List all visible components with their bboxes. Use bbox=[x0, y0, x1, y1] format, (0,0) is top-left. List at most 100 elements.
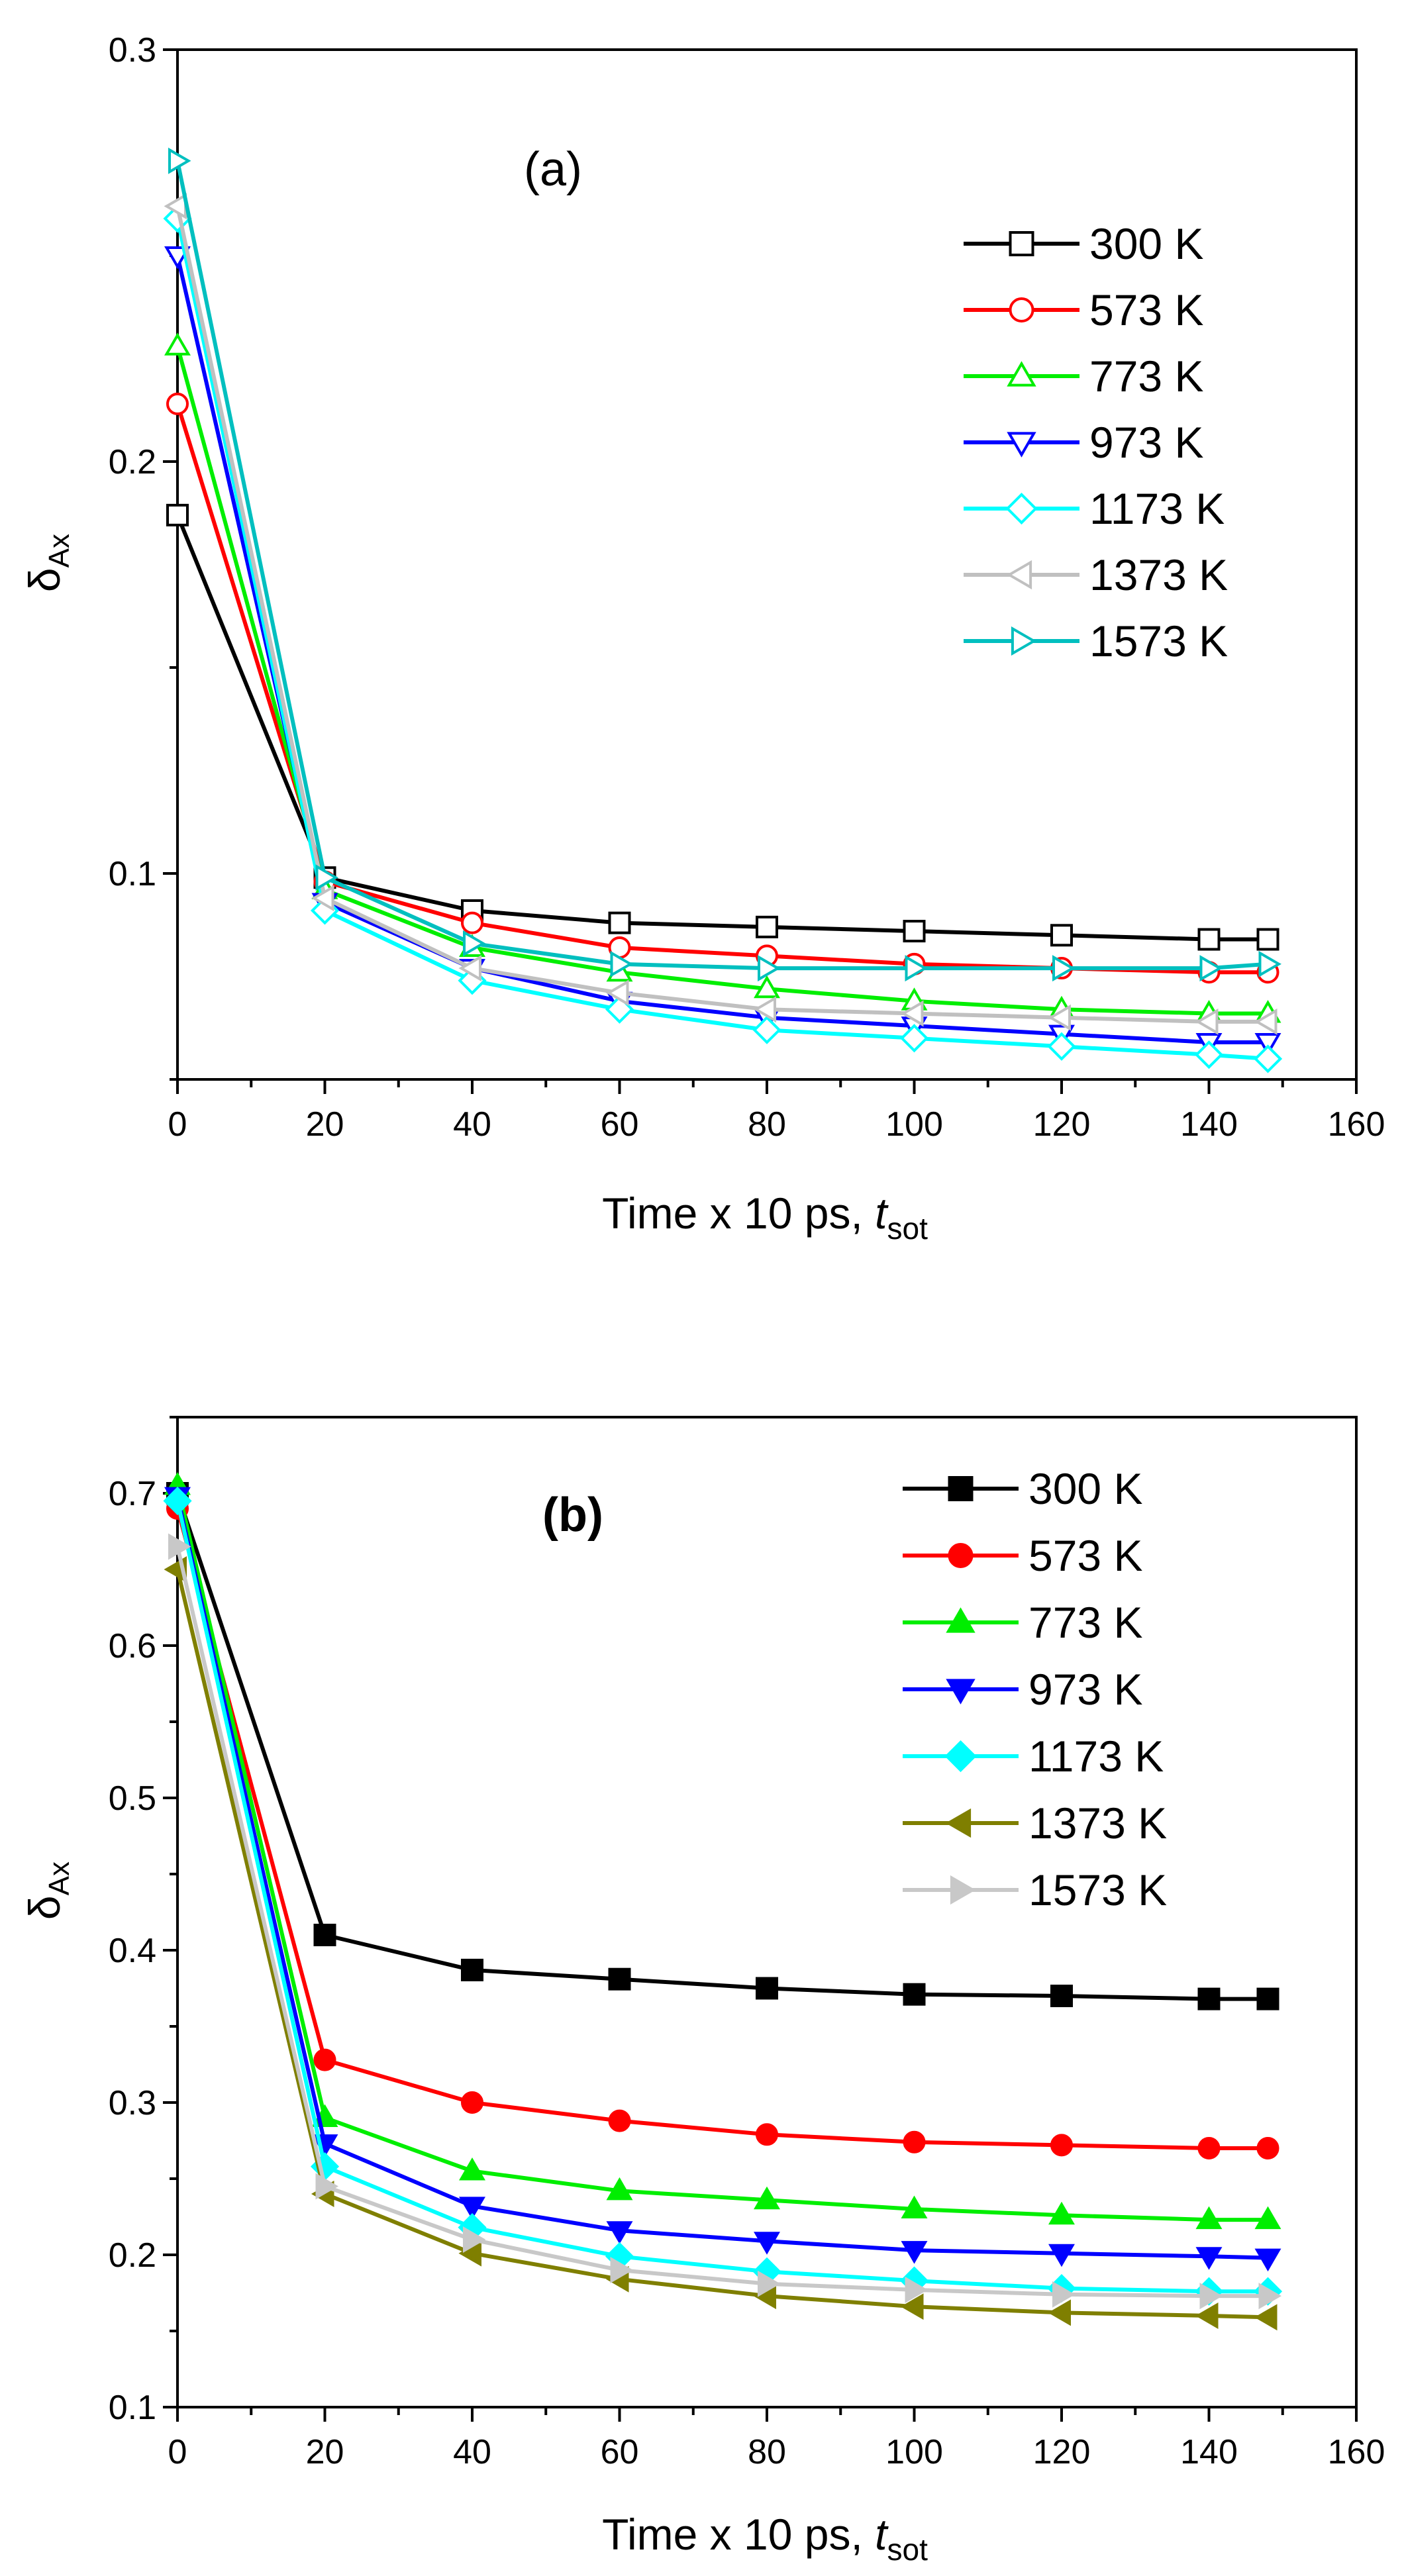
x-tick-label: 40 bbox=[453, 1105, 491, 1144]
data-point bbox=[608, 911, 631, 934]
data-point bbox=[1254, 2248, 1281, 2272]
legend-marker bbox=[1007, 432, 1036, 458]
data-point bbox=[166, 392, 189, 415]
data-point bbox=[166, 503, 189, 526]
y-axis-title: δAx bbox=[20, 1861, 75, 1920]
legend-label: 973 K bbox=[1089, 418, 1203, 467]
x-tick-label: 60 bbox=[601, 2433, 639, 2471]
legend-marker bbox=[1009, 297, 1034, 322]
data-point bbox=[1052, 955, 1076, 982]
series-773-k bbox=[164, 1472, 1281, 2230]
legend-marker bbox=[1009, 231, 1034, 256]
y-tick-label: 0.6 bbox=[109, 1627, 156, 1665]
data-point bbox=[758, 2270, 781, 2297]
data-point bbox=[754, 975, 780, 999]
data-point bbox=[610, 2257, 633, 2283]
y-tick-label: 0.4 bbox=[109, 1932, 156, 1970]
data-point bbox=[463, 930, 486, 957]
x-axis-title: Time x 10 ps, tsot bbox=[602, 2510, 928, 2567]
legend-label: 300 K bbox=[1089, 219, 1203, 268]
data-point bbox=[458, 955, 481, 982]
data-point bbox=[1199, 955, 1223, 982]
data-point bbox=[1195, 2303, 1219, 2329]
data-point bbox=[1197, 2137, 1221, 2159]
data-point bbox=[901, 1000, 924, 1027]
data-point bbox=[1052, 2281, 1076, 2308]
series-1373-k bbox=[164, 193, 1278, 1035]
data-point bbox=[1050, 2134, 1073, 2157]
x-tick-label: 60 bbox=[601, 1105, 639, 1144]
legend-label: 1573 K bbox=[1028, 1865, 1167, 1914]
data-point bbox=[313, 2048, 336, 2071]
legend-b: 300 K 573 K 773 K 973 K 1173 K 1373 K 1573 K bbox=[903, 1464, 1167, 1914]
data-point bbox=[164, 332, 191, 356]
data-point bbox=[903, 2130, 926, 2154]
legend-marker bbox=[948, 1476, 974, 1501]
data-point bbox=[752, 1015, 781, 1044]
x-tick-label: 40 bbox=[453, 2433, 491, 2471]
x-tick-label: 120 bbox=[1033, 1105, 1091, 1144]
data-point bbox=[168, 147, 191, 174]
data-point bbox=[901, 2241, 928, 2264]
data-point bbox=[1195, 2206, 1223, 2230]
data-point bbox=[1050, 924, 1073, 947]
series-1573-k bbox=[168, 1533, 1281, 2310]
y-tick-label: 0.3 bbox=[109, 2084, 156, 2122]
data-point bbox=[606, 2177, 633, 2201]
data-point bbox=[315, 2173, 338, 2200]
x-tick-label: 140 bbox=[1180, 1105, 1238, 1144]
y-tick-label: 0.7 bbox=[109, 1475, 156, 1513]
data-point bbox=[1254, 2206, 1281, 2230]
legend-marker bbox=[946, 1679, 976, 1705]
data-point bbox=[1254, 1033, 1281, 1056]
data-point bbox=[1195, 1008, 1219, 1035]
data-point bbox=[905, 955, 928, 982]
data-point bbox=[606, 979, 629, 1007]
data-point bbox=[459, 2157, 485, 2181]
data-point bbox=[905, 2276, 928, 2303]
data-point bbox=[1197, 928, 1221, 951]
series-1173-k bbox=[163, 204, 1283, 1073]
data-point bbox=[1254, 1008, 1278, 1035]
legend-marker bbox=[1005, 492, 1038, 525]
data-point bbox=[1048, 2201, 1075, 2225]
legend-label: 973 K bbox=[1028, 1665, 1142, 1714]
legend-marker bbox=[944, 1740, 977, 1773]
y-axis-title: δAx bbox=[20, 534, 75, 592]
legend-marker bbox=[1011, 626, 1037, 656]
legend-marker bbox=[948, 1543, 974, 1568]
data-point bbox=[461, 2091, 483, 2114]
data-point bbox=[463, 2226, 486, 2253]
legend-marker bbox=[945, 1808, 972, 1838]
data-point bbox=[756, 915, 778, 938]
data-point bbox=[754, 2232, 780, 2255]
data-point bbox=[1199, 2283, 1223, 2310]
x-tick-label: 80 bbox=[748, 2433, 786, 2471]
legend-label: 1373 K bbox=[1089, 550, 1228, 599]
data-point bbox=[753, 996, 776, 1023]
legend-label: 573 K bbox=[1028, 1531, 1142, 1580]
data-point bbox=[1256, 1987, 1279, 2010]
legend-marker bbox=[946, 1607, 976, 1633]
legend-label: 1573 K bbox=[1089, 617, 1228, 666]
y-tick-label: 0.2 bbox=[109, 2236, 156, 2275]
data-point bbox=[459, 2197, 485, 2220]
legend-a: 300 K 573 K 773 K 973 K 1173 K 1373 K 1573 K bbox=[964, 219, 1228, 666]
x-tick-label: 80 bbox=[748, 1105, 786, 1144]
data-point bbox=[1047, 1032, 1076, 1061]
panel-b: 0 20 40 60 80 100 120 140 160 0.1 0.2 0.3 0.4 0.5 0.6 0… bbox=[20, 1416, 1385, 2567]
x-tick-label: 120 bbox=[1033, 2433, 1091, 2471]
y-tick-label: 0.2 bbox=[109, 443, 156, 481]
legend-marker bbox=[1006, 560, 1032, 590]
data-point bbox=[903, 1983, 926, 2006]
data-point bbox=[1048, 2299, 1071, 2326]
x-tick-label: 140 bbox=[1180, 2433, 1238, 2471]
y-tick-label: 0.1 bbox=[109, 2389, 156, 2427]
x-tick-label: 0 bbox=[168, 2433, 187, 2471]
x-tick-label: 20 bbox=[306, 1105, 344, 1144]
series-300-k bbox=[166, 503, 1279, 951]
data-point bbox=[610, 950, 633, 977]
legend-label: 773 K bbox=[1028, 1598, 1142, 1647]
y-tick-label: 0.5 bbox=[109, 1779, 156, 1818]
